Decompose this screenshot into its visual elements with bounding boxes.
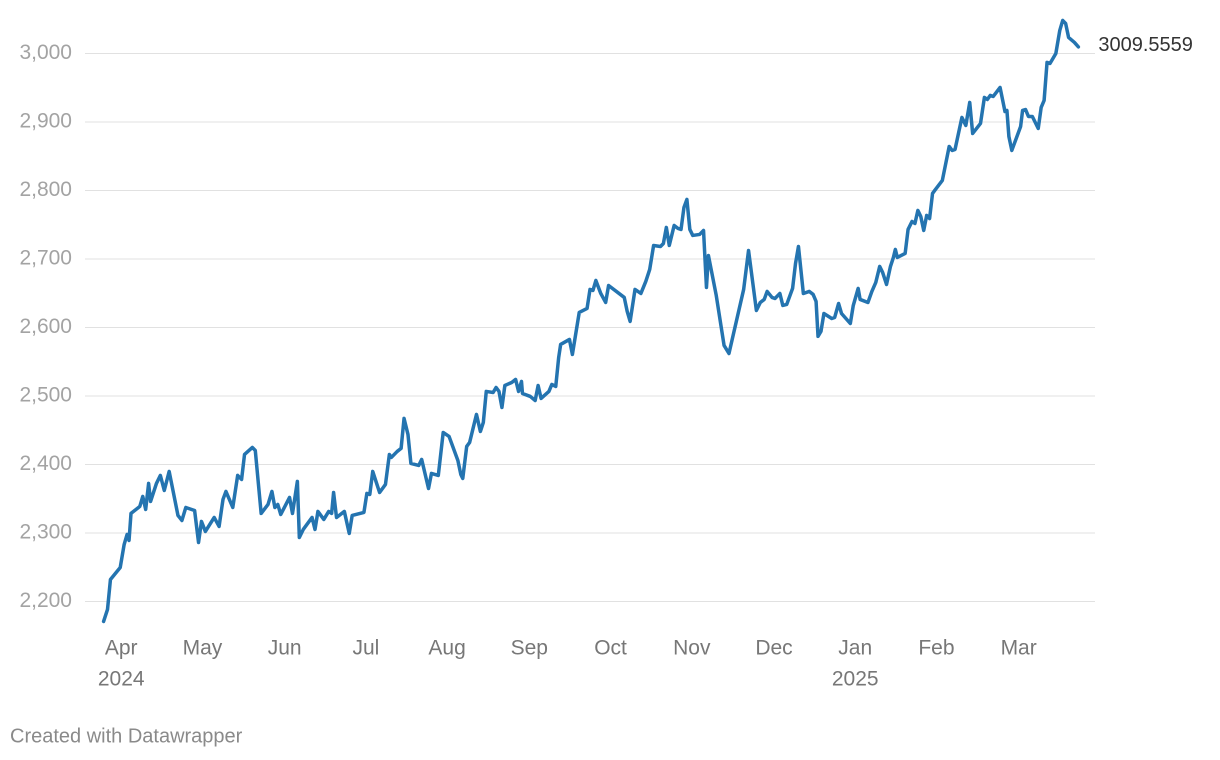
x-tick-label: Aug	[428, 637, 465, 660]
y-tick-label: 2,500	[19, 383, 72, 406]
line	[101, 18, 1081, 624]
x-tick-label: May	[183, 637, 223, 660]
x-tick-label: Mar	[1001, 637, 1037, 660]
x-tick-label: Feb	[918, 637, 954, 660]
y-tick-label: 2,800	[19, 178, 72, 201]
x-tick-label: Dec	[755, 637, 792, 660]
year-label: 2025	[832, 668, 879, 691]
y-tick-label: 3,000	[19, 41, 72, 64]
x-tick-label: Apr	[105, 637, 138, 660]
x-tick-label: Oct	[594, 637, 627, 660]
year-label: 2024	[98, 668, 145, 691]
y-tick-label: 2,700	[19, 246, 72, 269]
value-label: 3009.5559	[1098, 34, 1193, 56]
y-tick-label: 2,200	[19, 589, 72, 612]
credit: Created with Datawrapper	[10, 725, 243, 747]
x-tick-label: Jul	[352, 637, 379, 660]
y-tick-label: 2,900	[19, 109, 72, 132]
y-tick-label: 2,600	[19, 315, 72, 338]
x-tick-label: Jan	[838, 637, 872, 660]
y-tick-label: 2,300	[19, 520, 72, 543]
x-tick-label: Nov	[673, 637, 711, 660]
y-tick-label: 2,400	[19, 452, 72, 475]
x-tick-label: Sep	[511, 637, 548, 660]
x-tick-label: Jun	[268, 637, 302, 660]
